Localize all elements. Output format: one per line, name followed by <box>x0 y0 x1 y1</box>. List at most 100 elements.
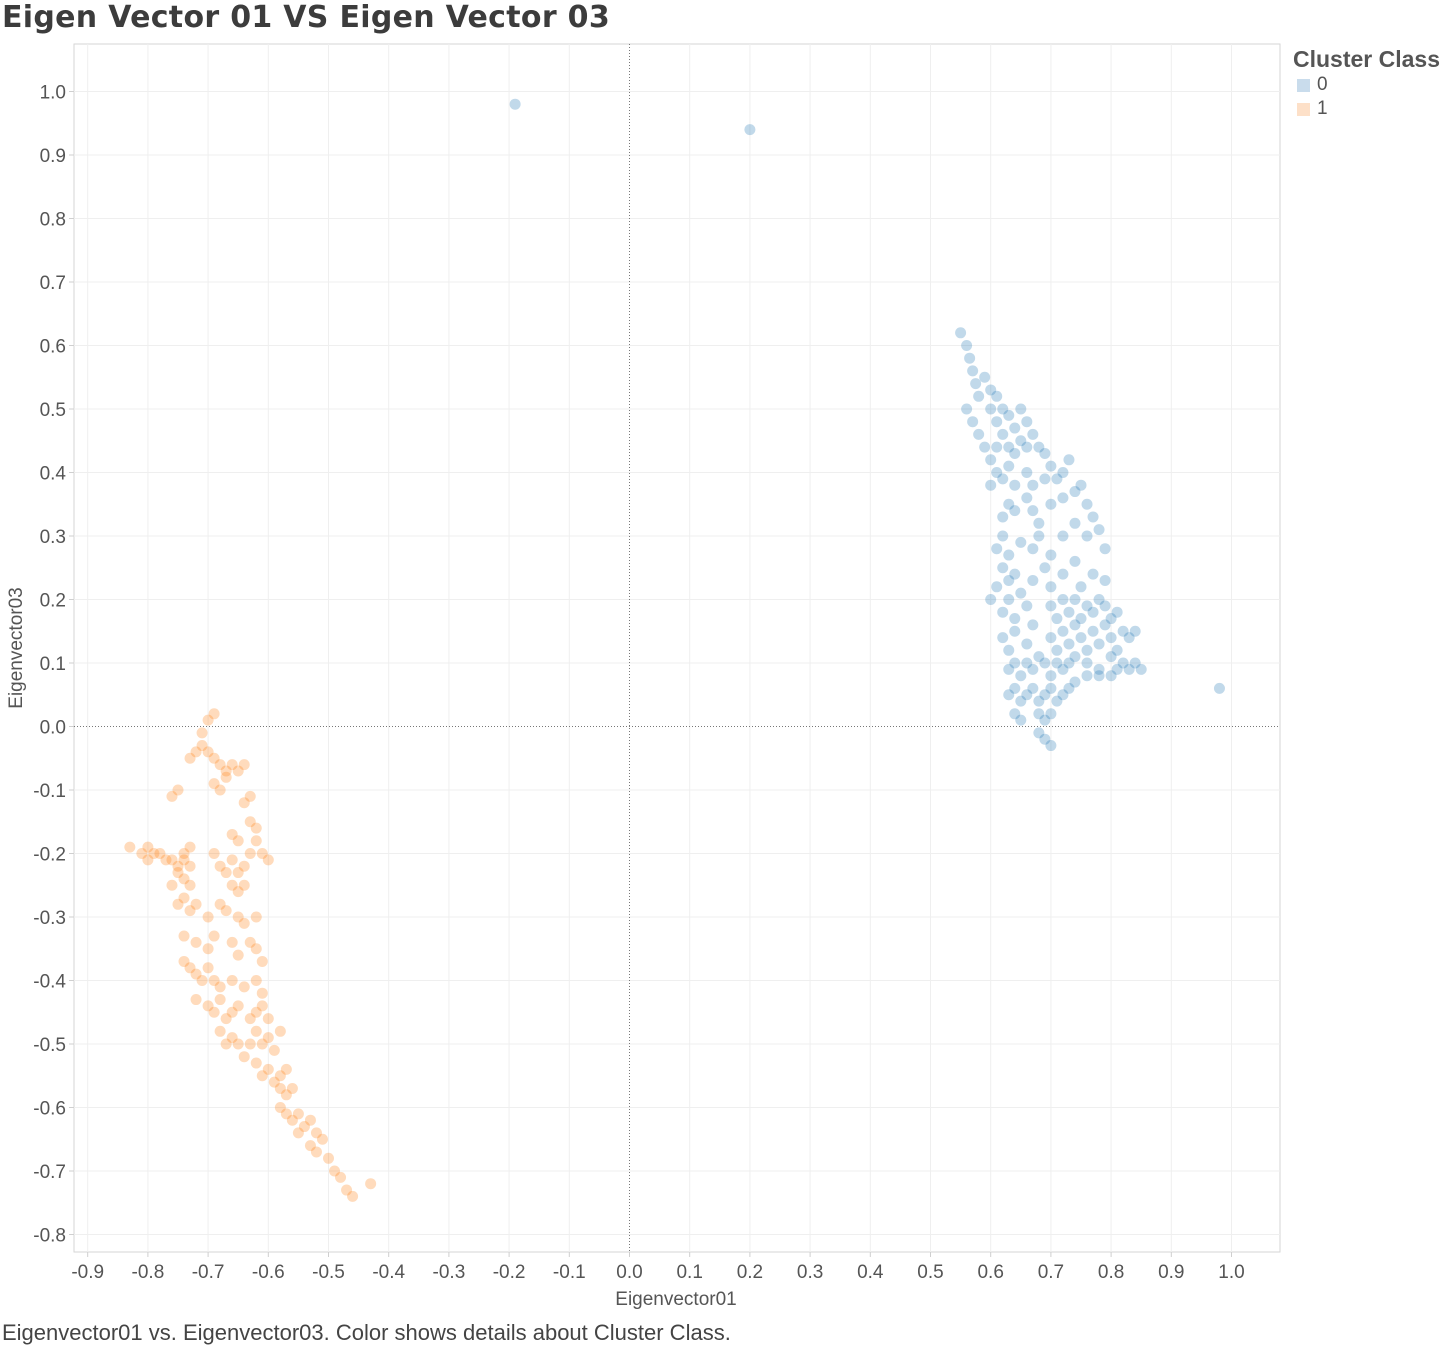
scatter-point-class-0 <box>1015 670 1027 682</box>
x-tick-label: -0.5 <box>312 1262 345 1283</box>
scatter-point-class-0 <box>1009 422 1021 434</box>
scatter-point-class-0 <box>1069 486 1081 498</box>
scatter-point-class-0 <box>509 98 521 110</box>
scatter-point-class-1 <box>154 848 166 859</box>
scatter-point-class-1 <box>214 759 226 771</box>
scatter-point-class-0 <box>1057 467 1069 478</box>
scatter-point-class-1 <box>256 987 268 999</box>
scatter-point-class-0 <box>1003 594 1015 605</box>
scatter-point-class-0 <box>1003 689 1015 701</box>
scatter-point-class-1 <box>250 822 262 834</box>
scatter-point-class-1 <box>172 860 184 872</box>
scatter-point-class-1 <box>244 936 256 948</box>
scatter-point-class-0 <box>1087 625 1099 637</box>
scatter-point-class-1 <box>262 1013 274 1025</box>
scatter-point-class-0 <box>1099 600 1111 612</box>
scatter-point-class-1 <box>214 1025 226 1037</box>
scatter-point-class-1 <box>214 860 226 872</box>
scatter-point-class-1 <box>292 1108 304 1120</box>
scatter-point-class-0 <box>1039 733 1051 745</box>
scatter-point-class-0 <box>1009 613 1021 625</box>
scatter-point-class-1 <box>196 740 208 752</box>
scatter-point-class-1 <box>172 784 184 796</box>
scatter-point-class-0 <box>1093 638 1105 650</box>
plot-area <box>73 43 1281 1253</box>
scatter-point-class-0 <box>1075 581 1087 593</box>
scatter-point-class-1 <box>178 854 190 866</box>
scatter-point-class-1 <box>244 816 256 828</box>
scatter-point-class-0 <box>1045 460 1057 472</box>
legend-label-1: 1 <box>1317 98 1328 119</box>
y-tick-label: -0.3 <box>33 908 66 929</box>
scatter-point-class-0 <box>1039 473 1051 485</box>
scatter-point-class-1 <box>232 1038 244 1050</box>
x-tick-label: 0.4 <box>857 1262 884 1283</box>
scatter-point-class-0 <box>1087 568 1099 580</box>
scatter-point-class-1 <box>232 867 244 879</box>
scatter-point-class-1 <box>274 1070 286 1082</box>
scatter-point-class-0 <box>1087 606 1099 618</box>
scatter-point-class-0 <box>1081 498 1093 510</box>
gridlines <box>74 44 1280 1252</box>
scatter-point-class-0 <box>1039 447 1051 459</box>
scatter-point-class-1 <box>166 790 178 802</box>
y-tick-label: 0.2 <box>40 591 66 612</box>
scatter-point-class-0 <box>1045 708 1057 720</box>
scatter-point-class-0 <box>1033 708 1045 720</box>
scatter-point-class-0 <box>1087 511 1099 523</box>
scatter-point-class-0 <box>1021 492 1033 504</box>
scatter-point-class-0 <box>970 378 982 390</box>
scatter-point-class-0 <box>985 403 997 415</box>
scatter-point-class-1 <box>274 1025 286 1037</box>
scatter-point-class-0 <box>1081 530 1093 542</box>
scatter-point-class-0 <box>1099 574 1111 586</box>
scatter-point-class-0 <box>1075 632 1087 644</box>
scatter-point-class-1 <box>166 879 178 891</box>
scatter-point-class-1 <box>268 1044 280 1056</box>
y-tick-label: 0.0 <box>40 718 66 739</box>
scatter-point-class-1 <box>238 1051 250 1063</box>
scatter-point-class-1 <box>202 962 214 974</box>
scatter-point-class-0 <box>1051 657 1063 669</box>
scatter-point-class-0 <box>1009 568 1021 580</box>
legend-swatch-0 <box>1297 78 1310 92</box>
scatter-point-class-1 <box>256 1070 268 1082</box>
scatter-point-class-0 <box>1039 714 1051 726</box>
scatter-point-class-1 <box>208 975 220 986</box>
scatter-point-class-0 <box>973 428 985 440</box>
x-tick-label: 0.0 <box>616 1262 642 1283</box>
scatter-point-class-1 <box>166 854 178 866</box>
scatter-point-class-0 <box>991 467 1003 478</box>
scatter-point-class-1 <box>304 1114 316 1126</box>
scatter-point-class-1 <box>208 848 220 859</box>
scatter-point-class-0 <box>1045 682 1057 694</box>
scatter-point-class-0 <box>1045 632 1057 644</box>
y-tick-label: 0.6 <box>40 337 66 358</box>
y-tick-label: 0.8 <box>40 210 66 231</box>
scatter-point-class-0 <box>997 632 1009 644</box>
y-axis-title: Eigenvector03 <box>6 587 27 708</box>
x-tick-label: 1.0 <box>1218 1262 1244 1283</box>
scatter-point-class-0 <box>1099 543 1111 555</box>
scatter-point-class-0 <box>1033 695 1045 707</box>
scatter-point-class-1 <box>286 1082 298 1094</box>
scatter-point-class-1 <box>220 1013 232 1025</box>
scatter-point-class-0 <box>964 352 976 364</box>
scatter-point-class-0 <box>1003 498 1015 510</box>
scatter-point-class-0 <box>1093 594 1105 605</box>
scatter-point-class-0 <box>1051 613 1063 625</box>
scatter-point-class-0 <box>1081 670 1093 682</box>
scatter-point-class-0 <box>1123 632 1135 644</box>
scatter-point-class-1 <box>202 746 214 758</box>
scatter-point-class-1 <box>226 759 238 771</box>
scatter-point-class-0 <box>1057 568 1069 580</box>
legend-item-0[interactable]: 0 <box>1297 73 1440 97</box>
scatter-point-class-1 <box>202 943 214 955</box>
scatter-point-class-1 <box>274 1102 286 1113</box>
scatter-point-class-0 <box>1111 644 1123 656</box>
scatter-point-class-1 <box>184 962 196 974</box>
scatter-point-class-0 <box>1009 682 1021 694</box>
legend-item-1[interactable]: 1 <box>1297 97 1440 121</box>
scatter-point-class-0 <box>1057 594 1069 605</box>
scatter-point-class-0 <box>1105 613 1117 625</box>
